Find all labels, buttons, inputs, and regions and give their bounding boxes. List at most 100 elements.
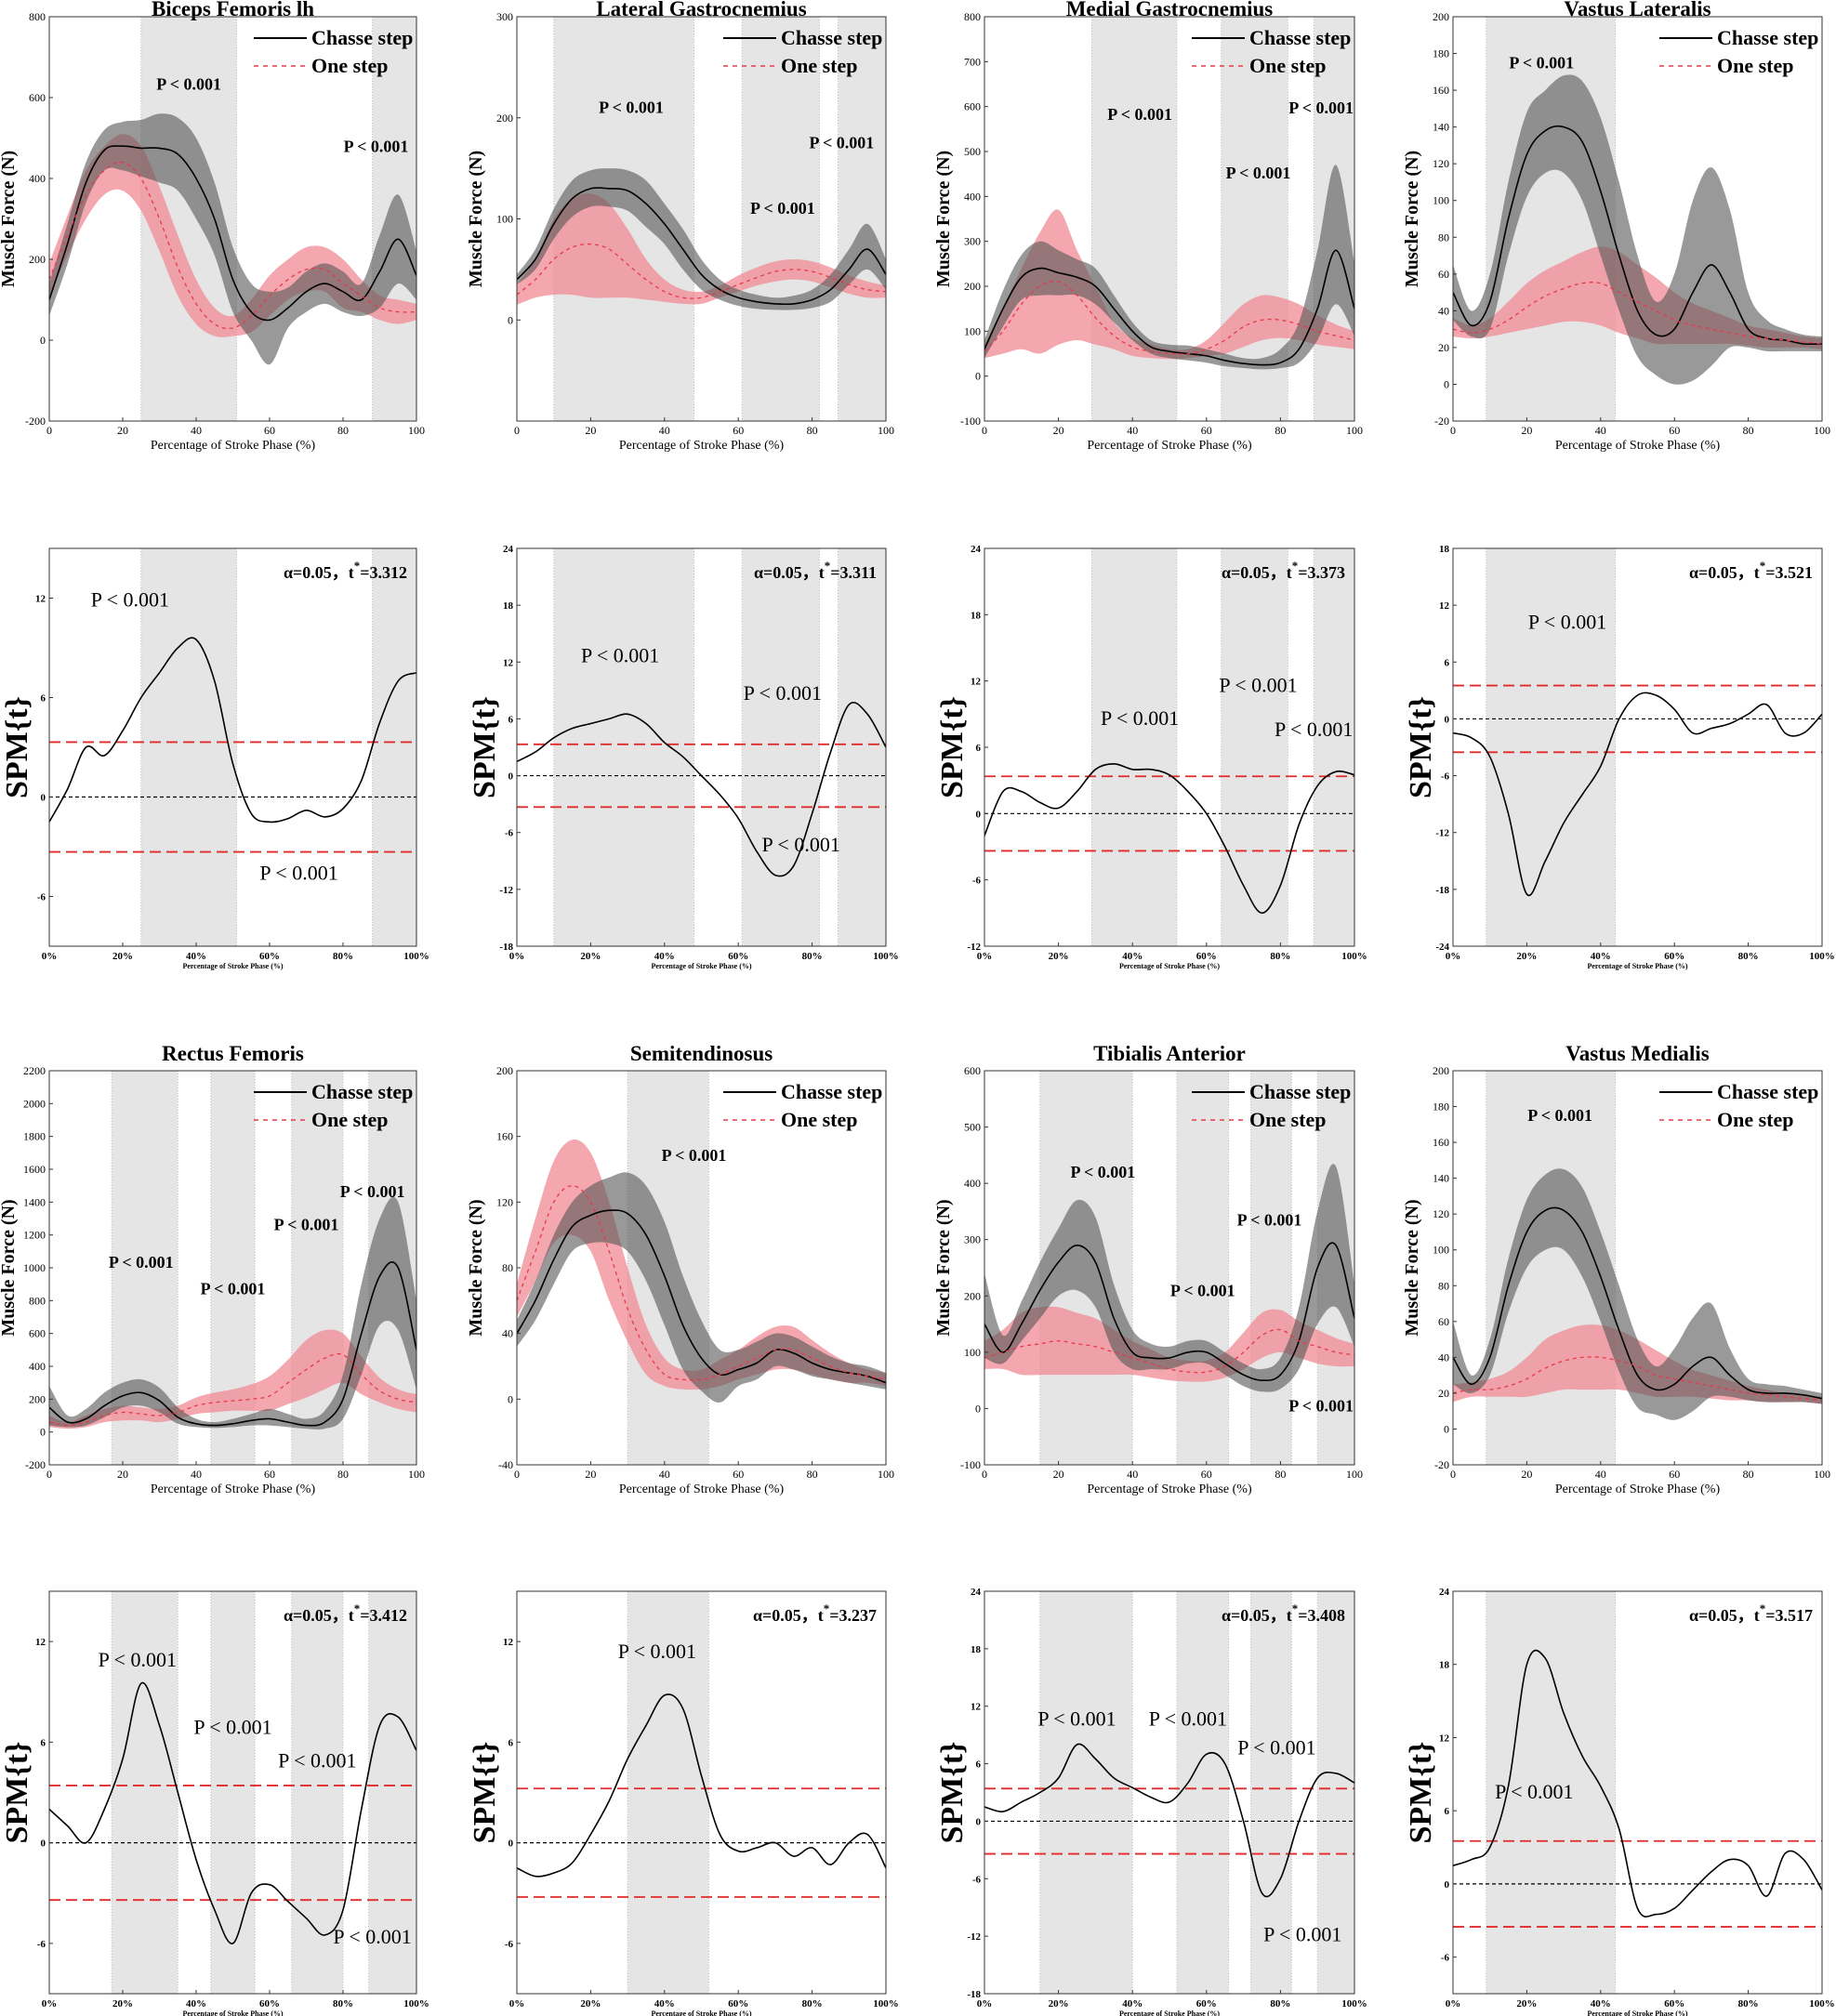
y-axis-label: SPM{t} — [1404, 1742, 1438, 1844]
y-tick-label: 120 — [1433, 1207, 1449, 1220]
y-tick-label: 24 — [503, 544, 514, 555]
tstar-superscript: * — [825, 559, 831, 573]
significance-region — [210, 1591, 256, 1994]
chart-title: Tibialis Anterior — [1093, 1042, 1246, 1065]
legend-chasse-label: Chasse step — [781, 1080, 882, 1103]
x-axis-label: Percentage of Stroke Phase (%) — [1119, 2009, 1220, 2016]
force-chart-0: Biceps Femoris lh Chasse step One step P < … — [0, 0, 425, 453]
x-tick-label: 60% — [1664, 1998, 1684, 2009]
y-tick-label: 0 — [509, 1838, 514, 1850]
y-axis-label: SPM{t} — [468, 1742, 502, 1844]
y-tick-label: 180 — [1433, 47, 1449, 60]
chart-title: Semitendinosus — [630, 1042, 773, 1065]
one-step-sd-band — [49, 1329, 416, 1430]
x-tick-label: 60 — [1669, 424, 1680, 437]
x-tick-label: 100% — [1809, 1998, 1835, 2009]
spm-chart-7: P < 0.001 α=0.05，t*=3.521 -24 -18 -12 -6 0 6 12 1… — [1404, 544, 1835, 970]
legend-chasse-label: Chasse step — [1717, 26, 1818, 49]
y-tick-label: -20 — [1434, 415, 1449, 428]
y-axis-label: Muscle Force (N) — [0, 1199, 19, 1336]
legend-one-step-label: One step — [781, 1108, 858, 1131]
x-tick-label: 100 — [878, 1468, 894, 1481]
x-tick-label: 0 — [1450, 1468, 1456, 1481]
plot-area — [517, 1071, 886, 1465]
p-value-annotation: P < 0.001 — [1107, 105, 1172, 124]
p-value-annotation: P < 0.001 — [1509, 53, 1574, 72]
x-tick-label: 100% — [1341, 1998, 1367, 2009]
y-tick-label: 120 — [496, 1195, 513, 1208]
y-tick-label: -40 — [498, 1458, 513, 1471]
one-step-mean-line — [49, 161, 416, 330]
x-tick-label: 80% — [802, 951, 823, 962]
p-value-annotation: P < 0.001 — [744, 681, 822, 705]
chasse-sd-band — [1453, 1168, 1822, 1420]
y-tick-label: 300 — [496, 10, 513, 23]
y-tick-label: 160 — [1433, 84, 1449, 97]
y-tick-label: 200 — [964, 1289, 981, 1302]
y-axis-label: Muscle Force (N) — [466, 1199, 486, 1336]
x-axis-label: Percentage of Stroke Phase (%) — [182, 962, 283, 970]
spm-chart-4: P < 0.001 P < 0.001 α=0.05，t*=3.312 -6 0 6 12 0… — [0, 547, 429, 970]
force-chart-11: Vastus Medialis Chasse step One step P < 0.… — [1402, 1042, 1830, 1496]
x-tick-label: 20% — [1049, 1998, 1069, 2009]
chasse-mean-line — [49, 145, 416, 322]
spm-t-curve — [1453, 692, 1822, 897]
y-tick-label: 60 — [1438, 268, 1449, 281]
chasse-mean-line — [517, 1209, 886, 1384]
one-step-mean-line — [1453, 282, 1822, 345]
spm-chart-15: P < 0.001 α=0.05，t*=3.517 -6 0 6 12 18 24 0% 20% 4… — [1404, 1587, 1835, 2016]
y-tick-label: 180 — [1433, 1100, 1449, 1113]
y-tick-label: -100 — [960, 1458, 981, 1471]
alpha-threshold-label: α=0.05，t*=3.312 — [284, 559, 407, 582]
x-tick-label: 0 — [46, 1468, 52, 1481]
tstar-value: =3.517 — [1765, 1606, 1813, 1625]
x-tick-label: 60 — [1669, 1468, 1680, 1481]
p-value-annotation: P < 0.001 — [109, 1253, 174, 1272]
y-tick-label: 12 — [35, 594, 46, 605]
alpha-threshold-label: α=0.05，t*=3.311 — [754, 559, 877, 582]
legend-one-step-label: One step — [781, 54, 858, 77]
p-value-annotation: P < 0.001 — [278, 1748, 356, 1772]
x-tick-label: 100% — [403, 1998, 429, 2009]
x-axis-label: Percentage of Stroke Phase (%) — [151, 439, 316, 453]
y-tick-label: 120 — [1433, 157, 1449, 170]
y-tick-label: 6 — [509, 1737, 514, 1748]
x-tick-label: 100% — [403, 951, 429, 962]
chasse-sd-band — [984, 165, 1354, 370]
x-tick-label: 100 — [878, 424, 894, 437]
chasse-mean-line — [984, 249, 1354, 366]
y-tick-label: 0 — [975, 370, 981, 383]
y-tick-label: 6 — [1445, 1806, 1450, 1817]
x-tick-label: 80 — [1275, 1468, 1286, 1481]
plot-frame — [984, 1070, 1355, 1466]
y-tick-label: 6 — [976, 743, 982, 754]
x-tick-label: 40% — [1591, 1998, 1611, 2009]
y-tick-label: -100 — [960, 415, 981, 428]
x-tick-label: 60 — [264, 1468, 275, 1481]
y-tick-label: 600 — [964, 100, 981, 113]
y-tick-label: -6 — [37, 1939, 46, 1950]
x-tick-label: 80% — [1738, 951, 1759, 962]
x-tick-label: 60% — [259, 1998, 280, 2009]
y-tick-label: 12 — [1439, 600, 1450, 612]
x-tick-label: 20 — [1521, 1468, 1532, 1481]
y-tick-label: 400 — [964, 1177, 981, 1190]
y-tick-label: 12 — [503, 657, 514, 668]
y-tick-label: 200 — [964, 280, 981, 293]
plot-area — [1453, 548, 1822, 946]
chart-title: Biceps Femoris lh — [152, 0, 314, 20]
x-tick-label: 80 — [337, 424, 349, 437]
force-chart-8: Rectus Femoris Chasse step One step P < 0.0… — [0, 1042, 425, 1496]
y-tick-label: 6 — [1445, 657, 1450, 668]
y-tick-label: 0 — [975, 1402, 981, 1415]
chasse-mean-line — [1453, 1206, 1822, 1400]
p-value-annotation: P < 0.001 — [1237, 1211, 1302, 1230]
y-tick-label: 400 — [964, 190, 981, 203]
y-tick-label: 20 — [1438, 1387, 1449, 1400]
tstar-superscript: * — [1760, 559, 1766, 573]
x-tick-label: 0 — [514, 424, 520, 437]
x-tick-label: 20% — [580, 951, 601, 962]
chasse-sd-band — [984, 1164, 1354, 1392]
y-tick-label: 40 — [1438, 1351, 1449, 1364]
